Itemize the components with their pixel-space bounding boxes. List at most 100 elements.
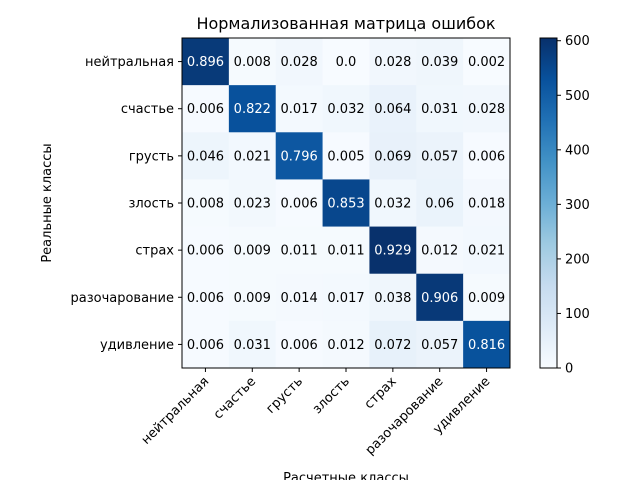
colorbar [539,37,558,369]
heatmap-cell [463,273,511,322]
cell-value-label: 0.853 [327,197,364,212]
heatmap-cell [275,38,324,86]
colorbar-tick-label: 200 [565,252,590,267]
heatmap-cell [228,320,277,369]
heatmap-cells [182,38,511,369]
heatmap-cell [322,179,370,228]
cell-value-label: 0.006 [281,197,318,212]
heatmap-cell [275,179,324,228]
heatmap-cell [228,179,277,228]
cell-value-label: 0.011 [281,244,318,259]
cell-value-label: 0.031 [421,102,458,117]
colorbar-tick-label: 100 [565,307,590,322]
cell-value-label: 0.006 [187,244,224,259]
heatmap-cell [416,320,464,369]
y-tick-label: страх [135,244,174,259]
heatmap-cell [182,320,230,369]
colorbar-tick-label: 0 [565,362,573,377]
heatmap-cell [463,132,511,180]
heatmap-cell [416,226,464,275]
cell-value-label: 0.028 [374,55,411,70]
heatmap-cell [416,179,464,228]
x-tick-label: злость [310,374,353,417]
heatmap-cell [463,226,511,275]
cell-value-label: 0.006 [468,149,505,164]
heatmap-cell [322,226,370,275]
heatmap-cell [275,132,324,180]
cell-value-label: 0.028 [281,55,318,70]
heatmap-cell [416,38,464,86]
cell-value-label: 0.028 [468,102,505,117]
cell-value-label: 0.06 [425,197,454,212]
heatmap-cell [182,179,230,228]
cell-value-label: 0.008 [187,197,224,212]
cell-value-label: 0.929 [374,244,411,259]
x-tick-label: счастье [211,374,259,422]
heatmap-cell [463,38,511,86]
cell-value-label: 0.031 [234,338,271,353]
heatmap-cell [369,226,417,275]
cell-value-label: 0.008 [234,55,271,70]
y-tick-label: разочарование [70,291,174,306]
cell-value-label: 0.017 [281,102,318,117]
heatmap-cell [182,38,230,86]
heatmap-cell [228,85,277,133]
cell-value-label: 0.009 [234,244,271,259]
heatmap-cell [416,132,464,180]
heatmap-cell [182,273,230,322]
cell-value-label: 0.069 [374,149,411,164]
cell-value-label: 0.011 [327,244,364,259]
y-tick-label: грусть [129,149,174,164]
cell-value-label: 0.009 [234,291,271,306]
heatmap-cell [275,320,324,369]
heatmap-cell [416,85,464,133]
cell-value-label: 0.006 [187,338,224,353]
cell-value-label: 0.021 [468,244,505,259]
cell-value-label: 0.017 [327,291,364,306]
heatmap-cell-labels: 0.896 0.008 0.028 0.0 0.028 0.039 0.002 0.006 0.… [187,55,505,353]
heatmap-cell [228,273,277,322]
cell-value-label: 0.072 [374,338,411,353]
heatmap-cell [322,38,370,86]
heatmap-cell [369,320,417,369]
cell-value-label: 0.046 [187,149,224,164]
heatmap-cell [182,226,230,275]
cell-value-label: 0.796 [281,149,318,164]
cell-value-label: 0.822 [234,102,271,117]
y-tick-label: злость [128,197,174,212]
cell-value-label: 0.906 [421,291,458,306]
heatmap-cell [228,132,277,180]
colorbar-ticks: 0 100 200 300 400 500 600 [557,34,590,377]
cell-value-label: 0.009 [468,291,505,306]
cell-value-label: 0.021 [234,149,271,164]
heatmap-cell [275,85,324,133]
cell-value-label: 0.006 [187,102,224,117]
cell-value-label: 0.005 [327,149,364,164]
colorbar-tick-label: 300 [565,198,590,213]
cell-value-label: 0.014 [281,291,318,306]
heatmap-cell [275,226,324,275]
heatmap-cell [463,179,511,228]
cell-value-label: 0.032 [327,102,364,117]
chart-title: Нормализованная матрица ошибок [196,14,495,33]
x-tick-label: страх [362,374,400,412]
heatmap-cell [369,85,417,133]
heatmap-cell [369,273,417,322]
cell-value-label: 0.038 [374,291,411,306]
colorbar-tick-label: 400 [565,143,590,158]
heatmap-cell [182,132,230,180]
heatmap-cell [322,85,370,133]
cell-value-label: 0.032 [374,197,411,212]
heatmap-cell [369,38,417,86]
cell-value-label: 0.012 [421,244,458,259]
cell-value-label: 0.002 [468,55,505,70]
y-tick-label: удивление [100,338,174,353]
y-tick-label: нейтральная [85,55,174,70]
heatmap-cell [463,320,511,369]
heatmap-cell [322,132,370,180]
cell-value-label: 0.012 [327,338,364,353]
cell-value-label: 0.023 [234,197,271,212]
cell-value-label: 0.0 [336,55,357,70]
